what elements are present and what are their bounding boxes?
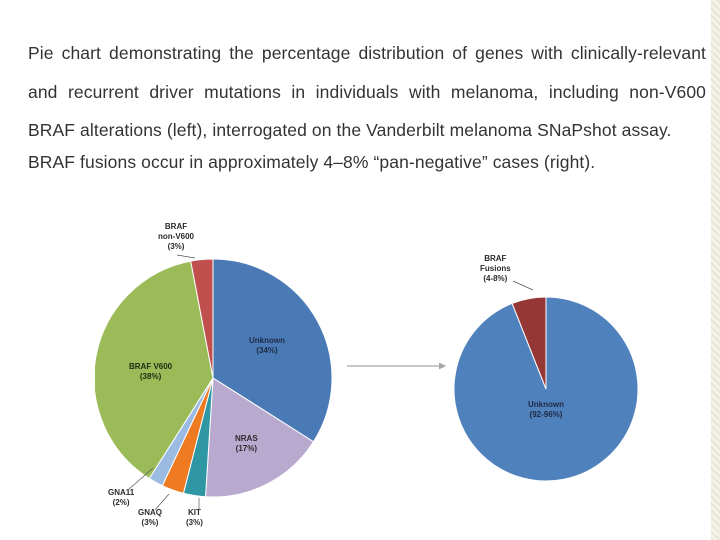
label-nras-name: NRAS [235,434,258,443]
label-gnaq: GNAQ (3%) [138,508,162,528]
label-unknown-right: Unknown (92-96%) [528,400,564,420]
label-braf-non-v600-name: BRAF non-V600 [158,222,195,241]
left-pie-slice-braf-non-v600 [190,258,214,379]
label-nras-pct: (17%) [235,444,257,453]
label-braf-fusions: BRAF Fusions (4-8%) [480,254,511,284]
label-unknown-left-pct: (34%) [256,346,278,355]
label-unknown-left-name: Unknown [249,336,285,345]
label-nras: NRAS (17%) [235,434,258,454]
arrow [347,362,446,370]
label-braf-non-v600-pct: (3%) [167,242,185,251]
caption-paragraph-2: BRAF fusions occur in approximately 4–8%… [28,151,596,172]
caption-emphasis: clinically-relevant [570,43,706,63]
right-pie-slice-braf-fusions [511,296,547,390]
label-braf-v600: BRAF V600 (38%) [129,362,172,382]
caption-text-b: and recurrent driver mutations in indivi… [28,81,706,141]
label-gnaq-name: GNAQ [138,508,162,517]
label-unknown-right-name: Unknown [528,400,564,409]
decorative-border [711,0,720,540]
arrow-head [439,362,446,370]
label-gna11: GNA11 (2%) [108,488,134,508]
label-unknown-right-pct: (92-96%) [529,410,563,419]
label-unknown-left: Unknown (34%) [249,336,285,356]
caption-paragraph-1: Pie chart demonstrating the percentage d… [28,34,706,150]
pie-left [95,258,333,498]
label-braf-fusions-pct: (4-8%) [483,274,508,283]
label-kit: KIT (3%) [186,508,203,528]
label-braf-non-v600: BRAF non-V600 (3%) [158,222,194,252]
pie-charts-svg [95,258,639,498]
pie-figure: BRAF non-V600 (3%) Unknown (34%) BRAF V6… [95,218,645,530]
left-pie-slice-braf-v600 [95,260,214,480]
left-pie-slice-nras [204,377,315,498]
label-gna11-name: GNA11 [108,488,135,497]
label-gnaq-pct: (3%) [141,518,159,527]
pie-right [453,296,639,482]
label-braf-v600-name: BRAF V600 [129,362,173,371]
label-kit-name: KIT [188,508,201,517]
left-pie-slice-unknown [212,258,333,443]
label-kit-pct: (3%) [186,518,203,527]
label-braf-v600-pct: (38%) [139,372,162,381]
caption-text-a: Pie chart demonstrating the percentage d… [28,43,571,63]
label-gna11-pct: (2%) [112,498,130,507]
label-braf-fusions-name: BRAF Fusions [480,254,511,273]
caption: Pie chart demonstrating the percentage d… [28,34,706,174]
